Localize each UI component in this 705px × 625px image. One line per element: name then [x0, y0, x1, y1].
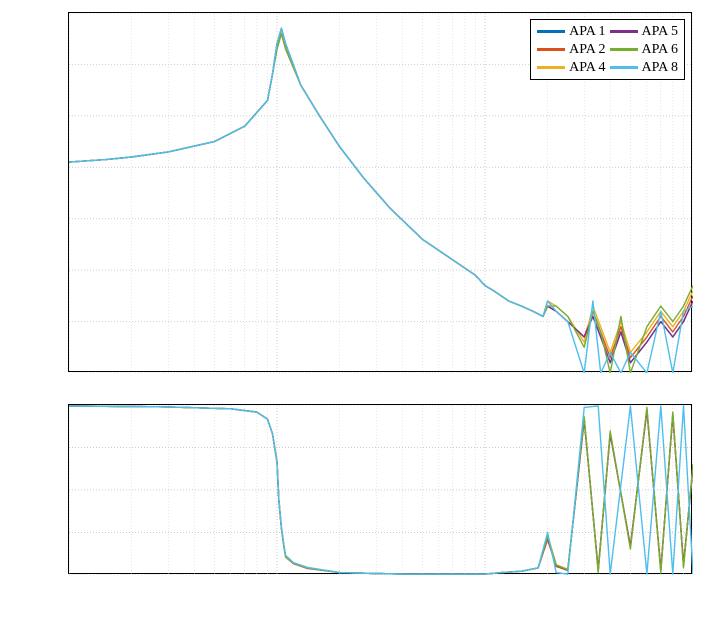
phase-plot	[68, 404, 692, 574]
legend-swatch	[537, 66, 565, 68]
phase-svg	[69, 405, 693, 575]
legend-item-apa8: APA 8	[610, 59, 678, 76]
legend-label: APA 4	[569, 59, 605, 76]
legend-label: APA 2	[569, 41, 605, 58]
legend-swatch	[610, 66, 638, 68]
legend-item-apa4: APA 4	[537, 59, 605, 76]
legend: APA 1APA 2APA 4 APA 5APA 6APA 8	[530, 19, 685, 80]
legend-swatch	[610, 48, 638, 50]
legend-item-apa5: APA 5	[610, 23, 678, 40]
chart-container: APA 1APA 2APA 4 APA 5APA 6APA 8	[68, 12, 692, 592]
magnitude-plot: APA 1APA 2APA 4 APA 5APA 6APA 8	[68, 12, 692, 372]
legend-label: APA 8	[642, 59, 678, 76]
legend-swatch	[537, 48, 565, 50]
legend-label: APA 6	[642, 41, 678, 58]
legend-item-apa6: APA 6	[610, 41, 678, 58]
legend-item-apa2: APA 2	[537, 41, 605, 58]
legend-item-apa1: APA 1	[537, 23, 605, 40]
legend-label: APA 1	[569, 23, 605, 40]
legend-swatch	[537, 30, 565, 32]
legend-label: APA 5	[642, 23, 678, 40]
legend-swatch	[610, 30, 638, 32]
